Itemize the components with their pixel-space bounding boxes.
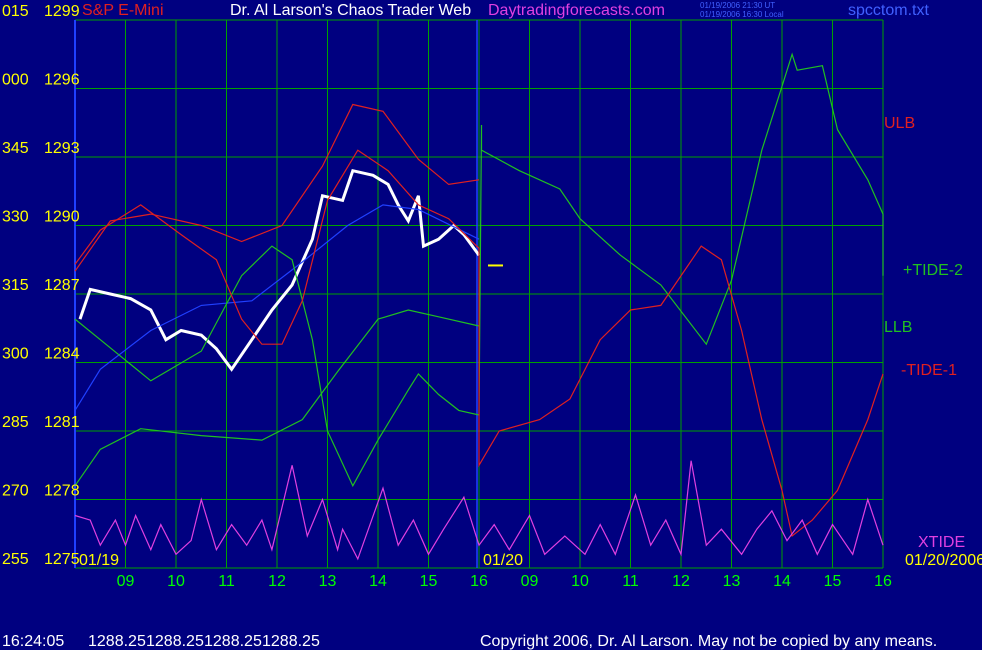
angle-label: 345 [2,140,29,157]
x-tick-label: 15 [824,573,842,590]
status-price: 1288.25 [88,633,146,650]
site: Daytradingforecasts.com [488,2,665,19]
series-label: -TIDE-1 [901,362,957,379]
x-tick-label: 11 [622,573,639,590]
x-tick-label: 14 [773,573,791,590]
date-label: 01/20/2006 [905,552,982,569]
x-tick-label: 14 [369,573,387,590]
status-price: 1288.25 [204,633,262,650]
chart-title: Dr. Al Larson's Chaos Trader Web [230,2,471,19]
y-tick-label: 1275 [44,551,80,568]
x-tick-label: 15 [420,573,438,590]
y-tick-label: 1287 [44,277,80,294]
y-tick-label: 1278 [44,483,80,500]
angle-label: 000 [2,72,29,89]
y-tick-label: 1290 [44,209,80,226]
angle-label: 255 [2,551,29,568]
status-time: 16:24:05 [2,633,64,650]
series-line [74,204,480,411]
x-tick-label: 16 [470,573,488,590]
file-name: spcctom.txt [848,2,929,19]
angle-label: 315 [2,277,29,294]
x-tick-label: 10 [167,573,185,590]
series-lines [74,52,884,561]
y-tick-label: 1296 [44,72,80,89]
series-line [74,52,884,488]
y-tick-label: 1293 [44,140,80,157]
angle-label: 270 [2,483,29,500]
series-label: LLB [884,319,912,336]
instrument: S&P E-Mini [82,2,164,19]
date-label: 01/20 [483,552,523,569]
series-label: +TIDE-2 [903,262,963,279]
angle-label: 330 [2,209,29,226]
angle-label: 285 [2,414,29,431]
angle-label: 015 [2,3,29,20]
y-tick-label: 1281 [44,414,80,431]
x-tick-label: 10 [571,573,589,590]
x-tick-label: 09 [117,573,135,590]
series-line [74,103,480,272]
series-line [74,309,480,487]
timestamp: 01/19/2006 16:30 Local [700,10,784,19]
copyright: Copyright 2006, Dr. Al Larson. May not b… [480,633,937,650]
x-tick-label: 12 [268,573,286,590]
x-tick-label: 16 [874,573,892,590]
x-tick-label: 13 [319,573,337,590]
x-tick-label: 13 [723,573,741,590]
status-price: 1288.25 [146,633,204,650]
series-line [74,460,884,561]
series-label: XTIDE [918,534,965,551]
timestamp: 01/19/2006 21:30 UT [700,1,775,10]
series-line [78,168,481,372]
y-tick-label: 1299 [44,3,80,20]
date-label: 01/19 [79,552,119,569]
angle-label: 300 [2,346,29,363]
status-price: 1288.25 [262,633,320,650]
x-tick-label: 12 [672,573,690,590]
x-tick-label: 09 [521,573,539,590]
x-tick-label: 11 [218,573,235,590]
series-label: ULB [884,115,915,132]
y-tick-label: 1284 [44,346,80,363]
series-line [74,149,884,538]
